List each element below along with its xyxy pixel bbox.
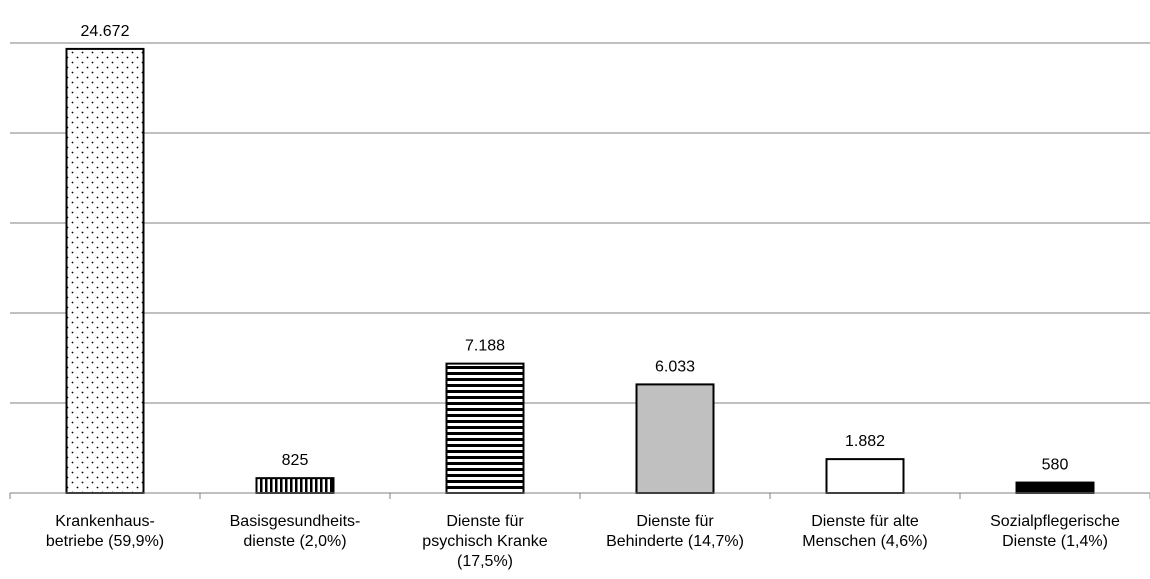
category-label-line: Krankenhaus-: [55, 513, 155, 530]
category-label-line: Dienste für: [636, 513, 714, 530]
category-label-line: Dienste (1,4%): [1002, 533, 1108, 550]
bar-value-label: 24.672: [81, 23, 130, 40]
gridlines: [10, 42, 1150, 404]
category-label: Basisgesundheits-dienste (2,0%): [230, 513, 361, 550]
category-label-line: dienste (2,0%): [243, 533, 346, 550]
category-label-line: psychisch Kranke: [422, 533, 547, 550]
bar-value-label: 7.188: [465, 338, 505, 355]
bar-value-label: 1.882: [845, 433, 885, 450]
bar: [1015, 481, 1095, 494]
bar: [825, 458, 905, 494]
category-label-line: betriebe (59,9%): [46, 533, 164, 550]
bar: [255, 477, 335, 494]
category-label: Dienste für alte Menschen (4,6%): [802, 513, 927, 550]
bar: [635, 383, 715, 495]
bar-value-label: 6.033: [655, 358, 695, 375]
category-label-line: (17,5%): [457, 553, 513, 570]
category-label-line: Basisgesundheits-: [230, 513, 361, 530]
category-label: Sozialpflegerische Dienste (1,4%): [990, 513, 1120, 550]
bar: [445, 362, 525, 494]
category-label-line: Menschen (4,6%): [802, 533, 927, 550]
category-label: Dienste für psychisch Kranke (17,5%): [422, 513, 547, 570]
value-labels: 24.672 825 7.188 6.033 1.882 580: [81, 23, 1069, 474]
category-label-line: Behinderte (14,7%): [606, 533, 744, 550]
bar-value-label: 580: [1042, 457, 1069, 474]
bars: [65, 47, 1095, 495]
category-label: Dienste für Behinderte (14,7%): [606, 513, 744, 550]
category-label: Krankenhaus-betriebe (59,9%): [46, 513, 164, 550]
category-label-line: Dienste für alte: [811, 513, 919, 530]
bar: [65, 47, 145, 495]
category-label-line: Sozialpflegerische: [990, 513, 1120, 530]
bar-value-label: 825: [282, 452, 309, 469]
x-axis: [9, 492, 1150, 499]
category-label-line: Dienste für: [446, 513, 524, 530]
category-labels: Krankenhaus-betriebe (59,9%) Basisgesundh…: [46, 513, 1120, 570]
